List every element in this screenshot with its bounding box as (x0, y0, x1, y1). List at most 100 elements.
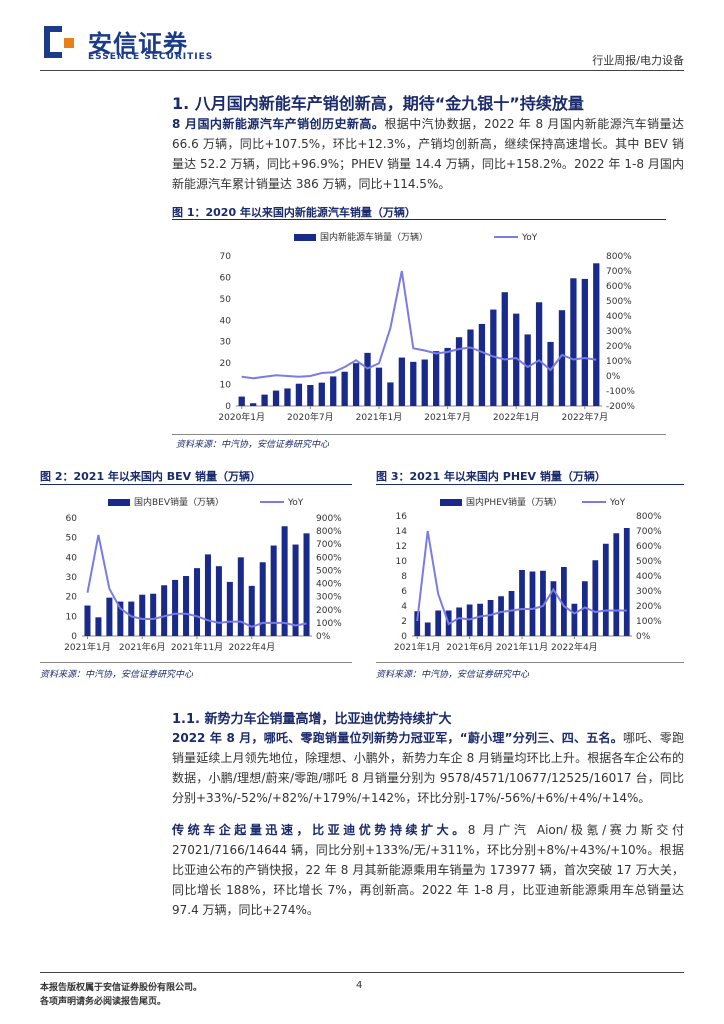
section-paragraph: 8 月国内新能源汽车产销创历史新高。根据中汽协数据，2022 年 8 月国内新能… (172, 114, 684, 194)
bar (303, 533, 310, 636)
y2-tick-label: 700% (606, 267, 632, 277)
legend-bar-label: 国内新能源车销量（万辆） (320, 231, 428, 243)
y2-tick-label: -100% (606, 387, 635, 397)
bar (498, 596, 504, 636)
paragraph-lead: 传统车企起量迅速，比亚迪优势持续扩大。 (172, 823, 468, 837)
bar (307, 385, 314, 406)
bar (487, 600, 494, 636)
bar (295, 383, 303, 406)
bar (259, 562, 266, 636)
bar (292, 544, 299, 636)
y-tick-label: 20 (220, 359, 232, 369)
bar (570, 278, 577, 406)
figure-1-title: 图 1：2020 年以来国内新能源汽车销量（万辆） (172, 206, 416, 219)
bar (519, 570, 525, 636)
bar (172, 579, 179, 636)
bar (248, 585, 255, 636)
legend-bar-swatch (108, 499, 130, 506)
bar (238, 396, 245, 406)
bar (318, 382, 325, 406)
footer-divider (40, 972, 684, 973)
y2-tick-label: 200% (606, 342, 632, 352)
footer-disclaimer: 各项声明请务必阅读报告尾页。 (40, 997, 167, 1007)
y2-tick-label: 400% (636, 572, 662, 582)
y-tick-label: 30 (66, 573, 78, 583)
bar (433, 351, 440, 406)
y-tick-label: 14 (396, 527, 408, 537)
y2-tick-label: 200% (636, 602, 662, 612)
y-tick-label: 6 (401, 587, 407, 597)
x-tick-label: 2020年1月 (218, 411, 265, 423)
legend-line-label: YoY (521, 233, 538, 243)
x-tick-label: 2021年1月 (394, 641, 441, 653)
logo-text: 安信证券 (88, 30, 188, 58)
bar (204, 554, 211, 636)
figure-1-source: 资料来源：中汽协，安信证券研究中心 (176, 440, 330, 450)
paragraph-lead: 2022 年 8 月，哪吒、零跑销量位列新势力冠亚军，“蔚小理”分列三、四、五名… (172, 731, 623, 745)
y-tick-label: 50 (66, 534, 78, 544)
bar (215, 566, 222, 636)
bar (444, 347, 451, 406)
bar (547, 341, 554, 406)
x-tick-label: 2021年11月 (496, 641, 548, 653)
bar (272, 390, 280, 406)
bar (161, 585, 168, 636)
y2-tick-label: 800% (636, 512, 662, 522)
y2-tick-label: 100% (636, 617, 662, 627)
y2-tick-label: -200% (606, 402, 635, 412)
bar (341, 371, 348, 406)
bar (613, 533, 620, 636)
figure-1-bottom-line (172, 434, 666, 435)
bar (250, 403, 257, 406)
y2-tick-label: 100% (316, 619, 342, 629)
bar (84, 605, 91, 636)
bar (571, 603, 578, 636)
y2-tick-label: 100% (606, 357, 632, 367)
figure-1-divider (172, 219, 666, 220)
paragraph-body: 哪吒、零跑销量延续上月领先地位，除理想、小鹏外，新势力车企 8 月销量均环比上升… (172, 731, 684, 805)
subsection-paragraph-1: 2022 年 8 月，哪吒、零跑销量位列新势力冠亚军，“蔚小理”分列三、四、五名… (172, 728, 684, 808)
bar (95, 617, 102, 636)
y-tick-label: 10 (396, 557, 408, 567)
bar (602, 543, 609, 636)
y-tick-label: 10 (66, 612, 78, 622)
x-tick-label: 2021年1月 (64, 641, 111, 653)
bar (592, 560, 599, 636)
y2-tick-label: 700% (316, 540, 342, 550)
bar (226, 581, 233, 636)
bar (540, 570, 546, 636)
x-tick-label: 2022年7月 (562, 411, 609, 423)
bar (478, 323, 486, 406)
bar (501, 292, 508, 406)
bar (477, 603, 483, 636)
bar (490, 309, 497, 406)
bar (106, 597, 113, 636)
y2-tick-label: 0% (636, 632, 651, 642)
figure-2-bottom-line (40, 662, 352, 663)
yoy-line (86, 534, 307, 628)
y2-tick-label: 900% (316, 514, 342, 524)
bar (529, 571, 536, 636)
legend-bar-label: 国内BEV销量（万辆） (134, 496, 224, 508)
bar (281, 526, 288, 636)
y2-tick-label: 300% (606, 327, 632, 337)
legend-line-label: YoY (287, 498, 304, 508)
y2-tick-label: 800% (606, 252, 632, 262)
y2-tick-label: 600% (606, 282, 632, 292)
bar (414, 611, 421, 636)
legend-line-label: YoY (609, 498, 626, 508)
y-tick-label: 16 (396, 512, 408, 522)
bar (375, 367, 383, 406)
logo-subtitle: ESSENCE SECURITIES (88, 52, 214, 62)
bar (193, 568, 201, 636)
figure-3-chart: 国内PHEV销量（万辆） YoY 0 2 4 6 8 10 12 14 16 800% 700% 600%… (394, 496, 662, 653)
bar (508, 591, 515, 636)
y2-tick-label: 200% (316, 606, 342, 616)
figure-3-divider (376, 484, 684, 485)
y-tick-label: 30 (220, 338, 232, 348)
y2-tick-label: 700% (636, 527, 662, 537)
figure-2-source: 资料来源：中汽协，安信证券研究中心 (40, 670, 194, 680)
bar (558, 310, 566, 406)
bar (623, 528, 630, 636)
paragraph-lead: 8 月国内新能源汽车产销创历史新高。 (172, 117, 385, 131)
